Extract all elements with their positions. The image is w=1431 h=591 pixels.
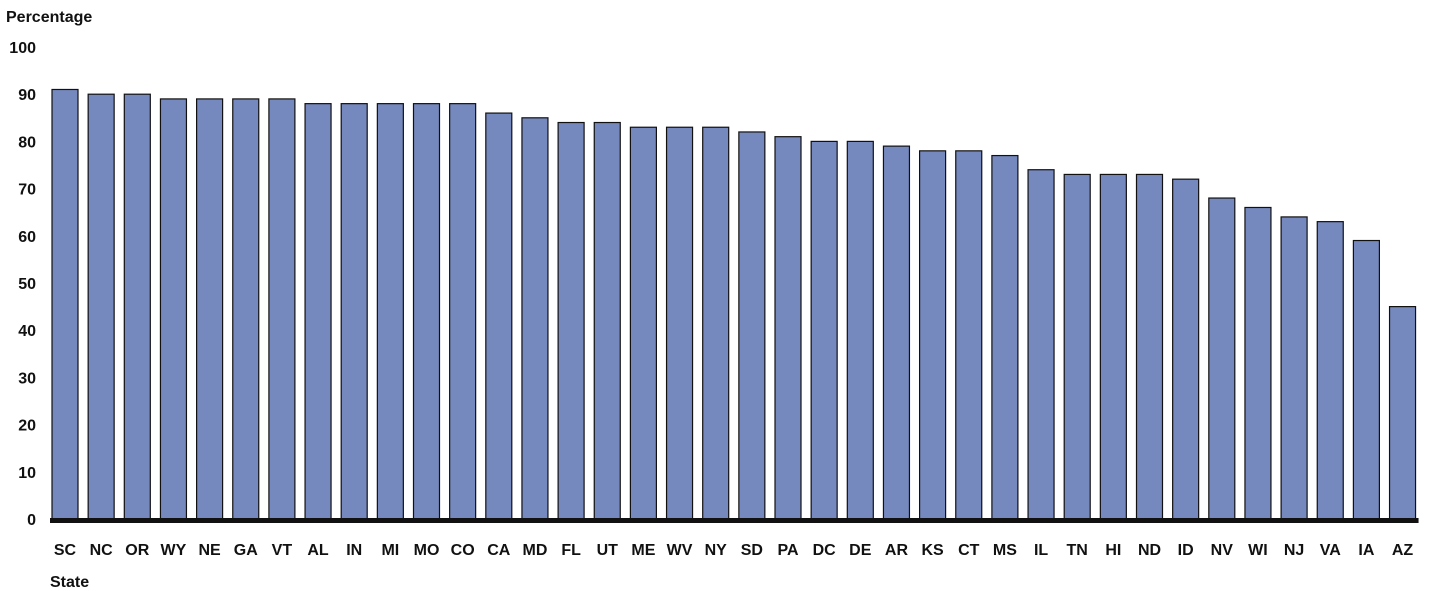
x-tick-label: NC xyxy=(90,542,114,559)
bar-hi xyxy=(1099,173,1127,520)
y-tick-label: 30 xyxy=(18,370,36,387)
y-tick-label: 70 xyxy=(18,182,36,199)
bar-fl xyxy=(557,121,585,520)
x-tick-label: IA xyxy=(1358,542,1374,559)
bar-sc xyxy=(51,88,79,520)
x-tick-label: ME xyxy=(631,542,655,559)
x-tick-label: CA xyxy=(487,542,511,559)
x-axis-baseline xyxy=(50,518,1419,523)
x-axis-ticks: SC NC OR WY NE GA VT AL IN MI MO CO CA MD FL UT ME WV NY SD… xyxy=(54,542,1414,559)
x-tick-label: ND xyxy=(1138,542,1161,559)
x-tick-label: DE xyxy=(849,542,872,559)
bar-tn xyxy=(1063,173,1091,520)
bar-ms xyxy=(991,154,1019,520)
bar-va xyxy=(1316,221,1344,520)
y-tick-label: 50 xyxy=(18,276,36,293)
x-tick-label: PA xyxy=(777,542,798,559)
bar-nd xyxy=(1135,173,1164,520)
bar-dc xyxy=(810,140,838,520)
x-tick-label: ID xyxy=(1178,542,1194,559)
x-tick-label: IL xyxy=(1034,542,1048,559)
x-tick-label: TN xyxy=(1067,542,1088,559)
bar-de xyxy=(846,140,874,520)
bar-co xyxy=(449,103,477,520)
x-tick-label: SC xyxy=(54,542,77,559)
bar-nv xyxy=(1208,197,1236,520)
x-tick-label: SD xyxy=(741,542,763,559)
bar-ct xyxy=(955,150,983,520)
x-tick-label: OR xyxy=(125,542,149,559)
x-tick-label: KS xyxy=(921,542,944,559)
y-tick-label: 100 xyxy=(9,40,36,57)
y-tick-label: 10 xyxy=(18,465,36,482)
x-tick-label: NY xyxy=(705,542,728,559)
x-tick-label: AL xyxy=(307,542,329,559)
bar-ne xyxy=(196,98,224,520)
x-tick-label: MS xyxy=(993,542,1017,559)
x-tick-label: CO xyxy=(451,542,475,559)
y-axis-title: Percentage xyxy=(6,9,92,26)
x-tick-label: AZ xyxy=(1392,542,1414,559)
x-tick-label: WI xyxy=(1248,542,1268,559)
x-tick-label: FL xyxy=(561,542,581,559)
y-tick-label: 0 xyxy=(27,512,36,529)
x-tick-label: CT xyxy=(958,542,980,559)
bar-wv xyxy=(665,126,694,520)
y-tick-label: 80 xyxy=(18,134,36,151)
x-tick-label: UT xyxy=(597,542,619,559)
y-tick-label: 40 xyxy=(18,323,36,340)
x-tick-label: WV xyxy=(667,542,693,559)
bar-al xyxy=(304,103,332,520)
x-tick-label: MI xyxy=(381,542,399,559)
bar-wi xyxy=(1244,206,1272,520)
x-tick-label: NE xyxy=(198,542,221,559)
y-tick-label: 20 xyxy=(18,418,36,435)
bar-ga xyxy=(232,98,260,520)
y-tick-label: 60 xyxy=(18,229,36,246)
bar-ks xyxy=(918,150,947,520)
bar-ca xyxy=(485,112,513,520)
bar-wy xyxy=(159,98,188,520)
bar-mi xyxy=(376,103,404,520)
bar-sd xyxy=(738,131,766,520)
bar-mo xyxy=(412,103,441,520)
bar-ia xyxy=(1352,239,1381,520)
y-axis-ticks: 0 10 20 30 40 50 60 70 80 90 100 xyxy=(9,40,36,529)
x-axis-title: State xyxy=(50,574,89,591)
x-tick-label: HI xyxy=(1105,542,1121,559)
y-tick-label: 90 xyxy=(18,87,36,104)
bar-il xyxy=(1027,169,1055,520)
bar-pa xyxy=(774,136,802,520)
bar-id xyxy=(1172,178,1200,520)
x-tick-label: NJ xyxy=(1284,542,1304,559)
x-tick-label: MO xyxy=(414,542,440,559)
bar-ar xyxy=(882,145,911,520)
x-tick-label: NV xyxy=(1211,542,1234,559)
x-tick-label: WY xyxy=(161,542,187,559)
bar-az xyxy=(1388,306,1417,520)
bar-nc xyxy=(87,93,115,520)
bar-nj xyxy=(1280,216,1308,520)
bars xyxy=(51,88,1417,520)
x-tick-label: VA xyxy=(1320,542,1341,559)
x-tick-label: AR xyxy=(885,542,909,559)
x-tick-label: VT xyxy=(272,542,293,559)
bar-vt xyxy=(268,98,296,520)
x-tick-label: DC xyxy=(813,542,837,559)
bar-me xyxy=(629,126,658,520)
bar-or xyxy=(123,93,151,520)
bar-ny xyxy=(702,126,730,520)
x-tick-label: MD xyxy=(523,542,548,559)
x-tick-label: IN xyxy=(346,542,362,559)
x-tick-label: GA xyxy=(234,542,258,559)
bar-md xyxy=(521,117,549,520)
bar-ut xyxy=(593,121,621,520)
bar-in xyxy=(340,103,368,520)
